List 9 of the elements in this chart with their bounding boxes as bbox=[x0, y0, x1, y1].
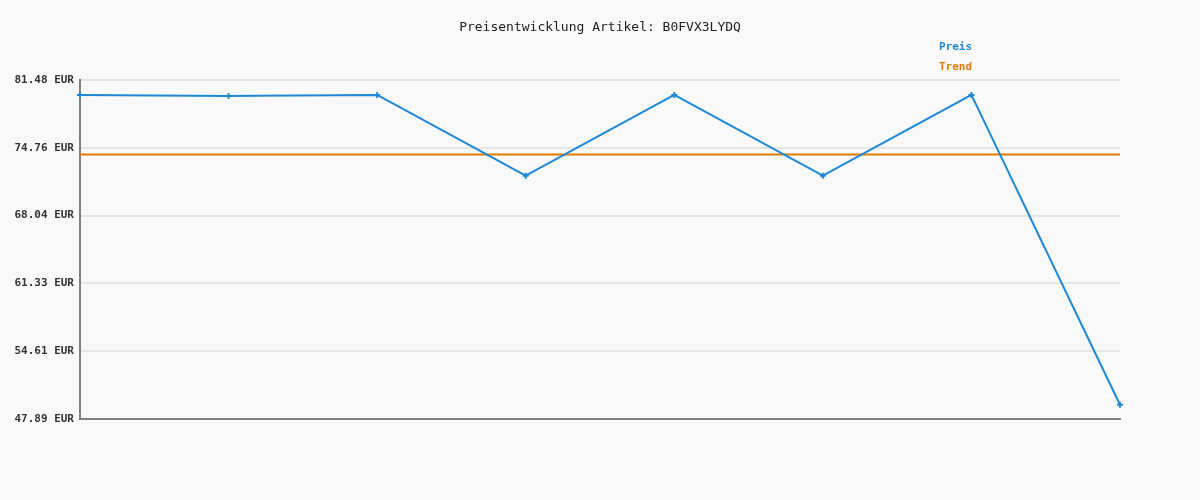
y-tick-label: 81.48 EUR bbox=[14, 72, 75, 86]
chart-title: Preisentwicklung Artikel: B0FVX3LYDQ bbox=[459, 19, 742, 35]
y-tick-label: 54.61 EUR bbox=[14, 344, 75, 358]
text: Trend bbox=[939, 59, 973, 73]
y-tick-label: 68.04 EUR bbox=[14, 208, 75, 222]
y-tick-label: 61.33 EUR bbox=[14, 276, 75, 290]
y-tick-label: 74.76 EUR bbox=[14, 140, 75, 154]
text: Preis bbox=[939, 39, 973, 53]
y-tick-label: 47.89 EUR bbox=[14, 411, 75, 425]
